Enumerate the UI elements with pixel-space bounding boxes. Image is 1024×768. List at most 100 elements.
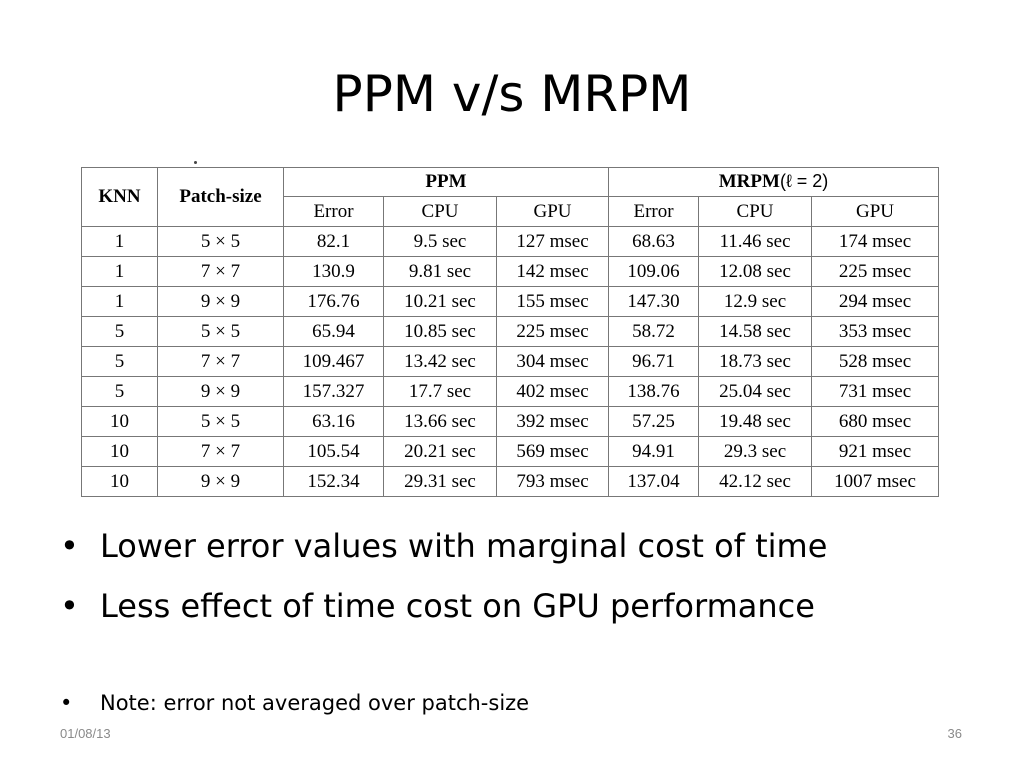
cell-mrpm-error: 138.76: [608, 376, 700, 407]
cell-ppm-gpu: 402 msec: [495, 376, 610, 407]
subheader-mrpm-gpu: GPU: [811, 196, 940, 227]
cell-ppm-cpu: 9.81 sec: [383, 256, 497, 287]
cell-ppm-error: 109.467: [283, 346, 384, 377]
cell-patch-size: 7 × 7: [157, 346, 284, 377]
cell-mrpm-cpu: 18.73 sec: [698, 346, 813, 377]
cell-patch-size: 7 × 7: [157, 436, 284, 467]
note-item: • Note: error not averaged over patch-siz…: [60, 690, 529, 716]
cell-ppm-cpu: 17.7 sec: [383, 376, 497, 407]
cell-patch-size: 9 × 9: [157, 376, 284, 407]
bullet-dot-icon: •: [60, 587, 79, 625]
note-text: Note: error not averaged over patch-size: [100, 691, 530, 715]
cell-ppm-error: 152.34: [283, 466, 384, 497]
subheader-ppm-error: Error: [283, 196, 384, 227]
cell-ppm-cpu: 29.31 sec: [383, 466, 497, 497]
cell-mrpm-cpu: 12.08 sec: [698, 256, 813, 287]
cell-knn: 1: [81, 286, 158, 317]
cell-mrpm-gpu: 225 msec: [811, 256, 940, 287]
cell-mrpm-error: 109.06: [608, 256, 700, 287]
cell-mrpm-error: 58.72: [608, 316, 700, 347]
cell-ppm-cpu: 13.42 sec: [383, 346, 497, 377]
cell-mrpm-gpu: 528 msec: [811, 346, 940, 377]
note-list: • Note: error not averaged over patch-siz…: [60, 690, 529, 716]
cell-ppm-cpu: 10.85 sec: [383, 316, 497, 347]
cell-patch-size: 7 × 7: [157, 256, 284, 287]
cell-ppm-gpu: 142 msec: [495, 256, 610, 287]
subheader-mrpm-error: Error: [608, 196, 700, 227]
cell-ppm-error: 63.16: [283, 406, 384, 437]
cell-ppm-gpu: 793 msec: [495, 466, 610, 497]
slide-title: PPM v/s MRPM: [332, 65, 692, 123]
cell-mrpm-error: 94.91: [608, 436, 700, 467]
subheader-ppm-cpu: CPU: [383, 196, 497, 227]
cell-knn: 5: [81, 376, 158, 407]
cell-mrpm-error: 68.63: [608, 226, 700, 257]
subheader-mrpm-cpu: CPU: [698, 196, 813, 227]
cell-knn: 1: [81, 256, 158, 287]
bullet-dot-icon: •: [60, 691, 73, 715]
cell-mrpm-cpu: 25.04 sec: [698, 376, 813, 407]
header-patch-size: Patch-size: [157, 167, 284, 227]
cell-ppm-gpu: 569 msec: [495, 436, 610, 467]
cell-mrpm-cpu: 11.46 sec: [698, 226, 813, 257]
cell-ppm-gpu: 225 msec: [495, 316, 610, 347]
header-knn: KNN: [81, 167, 158, 227]
cell-patch-size: 9 × 9: [157, 286, 284, 317]
bullet-list: • Lower error values with marginal cost o…: [60, 523, 827, 643]
cell-mrpm-cpu: 14.58 sec: [698, 316, 813, 347]
cell-mrpm-cpu: 19.48 sec: [698, 406, 813, 437]
bullet-item: • Less effect of time cost on GPU perform…: [60, 583, 827, 643]
cell-ppm-error: 65.94: [283, 316, 384, 347]
cell-ppm-gpu: 127 msec: [495, 226, 610, 257]
cell-mrpm-gpu: 680 msec: [811, 406, 940, 437]
footer-date: 01/08/13: [60, 726, 111, 741]
table-row: 10 9 × 9 152.34 29.31 sec 793 msec 137.04 42.1…: [81, 466, 940, 497]
cell-mrpm-error: 57.25: [608, 406, 700, 437]
cell-ppm-error: 105.54: [283, 436, 384, 467]
cell-ppm-error: 176.76: [283, 286, 384, 317]
bullet-item: • Lower error values with marginal cost o…: [60, 523, 827, 583]
subheader-ppm-gpu: GPU: [495, 196, 610, 227]
cell-knn: 10: [81, 466, 158, 497]
cell-knn: 10: [81, 436, 158, 467]
cell-mrpm-cpu: 29.3 sec: [698, 436, 813, 467]
cell-ppm-error: 130.9: [283, 256, 384, 287]
cell-ppm-gpu: 155 msec: [495, 286, 610, 317]
cell-mrpm-gpu: 1007 msec: [811, 466, 940, 497]
bullet-text: Lower error values with marginal cost of…: [100, 527, 828, 565]
cell-mrpm-cpu: 12.9 sec: [698, 286, 813, 317]
cell-patch-size: 5 × 5: [157, 316, 284, 347]
cell-ppm-cpu: 9.5 sec: [383, 226, 497, 257]
cell-ppm-error: 82.1: [283, 226, 384, 257]
cell-mrpm-error: 137.04: [608, 466, 700, 497]
header-mrpm-param: (ℓ = 2): [779, 171, 829, 191]
cell-patch-size: 9 × 9: [157, 466, 284, 497]
table-row: 10 5 × 5 63.16 13.66 sec 392 msec 57.25 19.48 …: [81, 406, 940, 437]
cell-mrpm-gpu: 294 msec: [811, 286, 940, 317]
cell-ppm-error: 157.327: [283, 376, 384, 407]
cell-ppm-gpu: 304 msec: [495, 346, 610, 377]
cell-knn: 5: [81, 346, 158, 377]
cell-knn: 5: [81, 316, 158, 347]
cell-mrpm-cpu: 42.12 sec: [698, 466, 813, 497]
bullet-dot-icon: •: [60, 527, 79, 565]
header-mrpm-label: MRPM: [718, 171, 780, 192]
cell-mrpm-gpu: 174 msec: [811, 226, 940, 257]
results-table-figure: KNN Patch-size PPM MRPM(ℓ = 2) Error CPU…: [81, 161, 940, 497]
cell-knn: 10: [81, 406, 158, 437]
cell-mrpm-gpu: 921 msec: [811, 436, 940, 467]
cell-patch-size: 5 × 5: [157, 406, 284, 437]
header-mrpm: MRPM(ℓ = 2): [608, 167, 940, 197]
bullet-text: Less effect of time cost on GPU performa…: [100, 587, 815, 625]
header-ppm: PPM: [282, 167, 610, 197]
cell-mrpm-gpu: 353 msec: [811, 316, 940, 347]
cell-ppm-gpu: 392 msec: [495, 406, 610, 437]
table-row: 10 7 × 7 105.54 20.21 sec 569 msec 94.91 29.3 …: [81, 436, 940, 467]
